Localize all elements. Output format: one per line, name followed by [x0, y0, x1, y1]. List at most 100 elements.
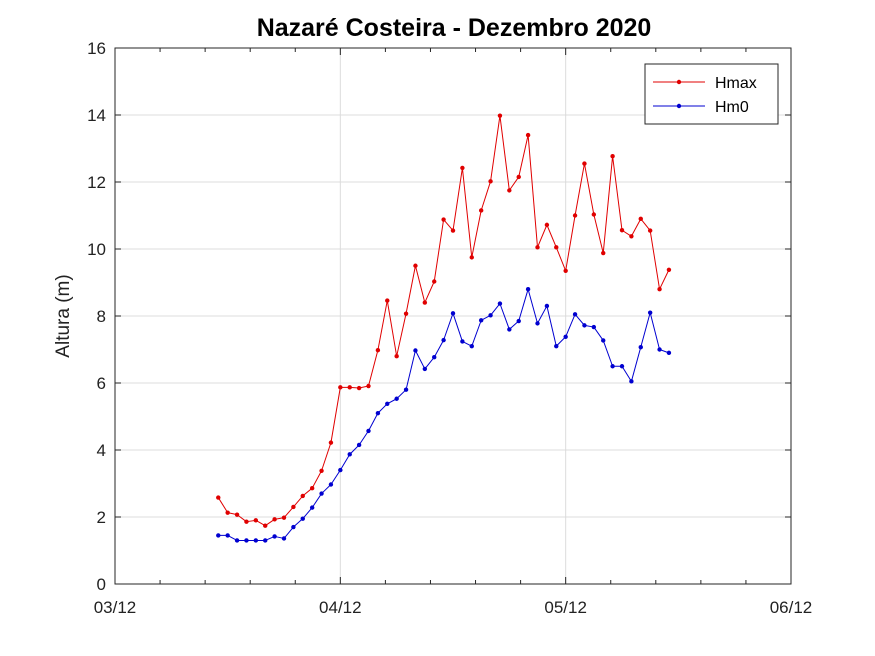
- data-point-hm0: [478, 318, 484, 323]
- data-point-hmax: [507, 188, 512, 193]
- y-axis-label: Altura (m): [53, 274, 74, 357]
- data-point-hmax: [638, 216, 643, 222]
- data-point-hmax: [591, 212, 597, 217]
- data-point-hmax: [610, 154, 615, 159]
- data-point-hmax: [450, 228, 456, 233]
- legend-box: [644, 63, 779, 125]
- data-point-hmax: [572, 213, 578, 218]
- data-point-hmax: [385, 298, 390, 303]
- data-point-hmax: [619, 228, 625, 233]
- data-point-hm0: [385, 401, 390, 406]
- data-point-hmax: [394, 354, 399, 359]
- data-point-hm0: [244, 538, 249, 543]
- y-tick-label: 6: [97, 374, 106, 393]
- legend: Hmax Hm0: [644, 63, 779, 125]
- legend-marker-hmax: [676, 79, 682, 85]
- data-point-hm0: [281, 536, 287, 541]
- y-tick-label: 10: [87, 240, 106, 259]
- y-tick-label: 16: [87, 39, 106, 58]
- data-point-hm0: [629, 379, 634, 384]
- data-point-hmax: [441, 217, 446, 222]
- data-point-hm0: [300, 516, 305, 521]
- data-point-hm0: [356, 442, 362, 448]
- data-point-hmax: [225, 510, 230, 515]
- data-point-hmax: [216, 495, 221, 500]
- data-point-hm0: [572, 312, 578, 317]
- data-point-hm0: [225, 533, 230, 538]
- data-point-hm0: [338, 467, 343, 473]
- x-tick-label: 06/12: [770, 598, 813, 617]
- series-hm0: [216, 287, 672, 543]
- series-hmax: [216, 113, 672, 528]
- data-point-hm0: [563, 334, 568, 339]
- data-point-hm0: [309, 505, 315, 510]
- data-point-hmax: [263, 523, 268, 528]
- data-point-hm0: [591, 324, 597, 330]
- data-point-hm0: [432, 355, 437, 360]
- data-point-hm0: [366, 428, 371, 434]
- series-layer: [216, 113, 672, 543]
- data-point-hmax: [554, 245, 559, 250]
- y-tick-labels: 0 2 4 6 8 10 12 14 16: [87, 39, 791, 594]
- data-point-hmax: [366, 383, 371, 389]
- data-point-hm0: [450, 311, 456, 316]
- minor-tick-marks: [159, 48, 747, 584]
- data-point-hm0: [488, 313, 493, 318]
- data-point-hmax: [516, 174, 521, 180]
- data-point-hmax: [328, 440, 334, 445]
- legend-marker-hm0: [676, 103, 682, 109]
- data-point-hm0: [601, 338, 606, 343]
- data-point-hmax: [319, 468, 324, 473]
- data-point-hmax: [234, 512, 240, 517]
- data-point-hmax: [544, 222, 550, 228]
- data-point-hmax: [309, 485, 315, 491]
- data-point-hm0: [666, 350, 672, 356]
- data-point-hmax: [291, 504, 296, 510]
- data-point-hm0: [619, 364, 625, 369]
- data-point-hmax: [375, 347, 381, 353]
- data-point-hm0: [253, 538, 259, 543]
- data-point-hmax: [460, 165, 465, 171]
- data-point-hm0: [413, 348, 418, 353]
- data-point-hmax: [356, 385, 362, 391]
- data-point-hmax: [497, 113, 503, 118]
- y-tick-label: 2: [97, 508, 106, 527]
- data-point-hm0: [263, 538, 268, 543]
- data-point-hm0: [507, 327, 512, 332]
- data-point-hm0: [328, 482, 334, 487]
- chart-title: Nazaré Costeira - Dezembro 2020: [257, 14, 652, 42]
- data-point-hm0: [544, 303, 550, 309]
- data-point-hm0: [216, 533, 221, 538]
- data-point-hmax: [488, 179, 493, 184]
- y-tick-label: 0: [97, 575, 106, 594]
- x-tick-label: 04/12: [319, 598, 362, 617]
- data-point-hmax: [253, 518, 259, 523]
- data-point-hmax: [525, 132, 531, 138]
- x-tick-labels: 03/12 04/12 05/12 06/12: [94, 48, 813, 617]
- data-point-hmax: [629, 234, 634, 239]
- data-point-hm0: [610, 364, 615, 369]
- data-point-hm0: [497, 301, 503, 306]
- data-point-hm0: [638, 344, 643, 350]
- data-point-hm0: [657, 347, 662, 352]
- data-point-hmax: [347, 385, 352, 390]
- data-point-hmax: [244, 519, 249, 524]
- data-point-hm0: [394, 396, 399, 401]
- data-point-hmax: [666, 267, 672, 272]
- data-point-hm0: [460, 339, 465, 344]
- legend-label-hmax: Hmax: [715, 75, 757, 92]
- data-point-hm0: [525, 287, 531, 292]
- data-point-hmax: [563, 268, 568, 273]
- data-point-hmax: [647, 228, 653, 233]
- data-point-hm0: [375, 410, 381, 416]
- data-point-hmax: [281, 515, 287, 520]
- data-point-hm0: [516, 318, 521, 324]
- data-point-hmax: [582, 161, 587, 166]
- data-point-hm0: [554, 343, 559, 349]
- data-point-hmax: [422, 300, 428, 305]
- data-point-hmax: [657, 287, 662, 292]
- data-point-hm0: [535, 321, 540, 326]
- data-point-hmax: [478, 208, 484, 213]
- data-point-hm0: [403, 387, 409, 392]
